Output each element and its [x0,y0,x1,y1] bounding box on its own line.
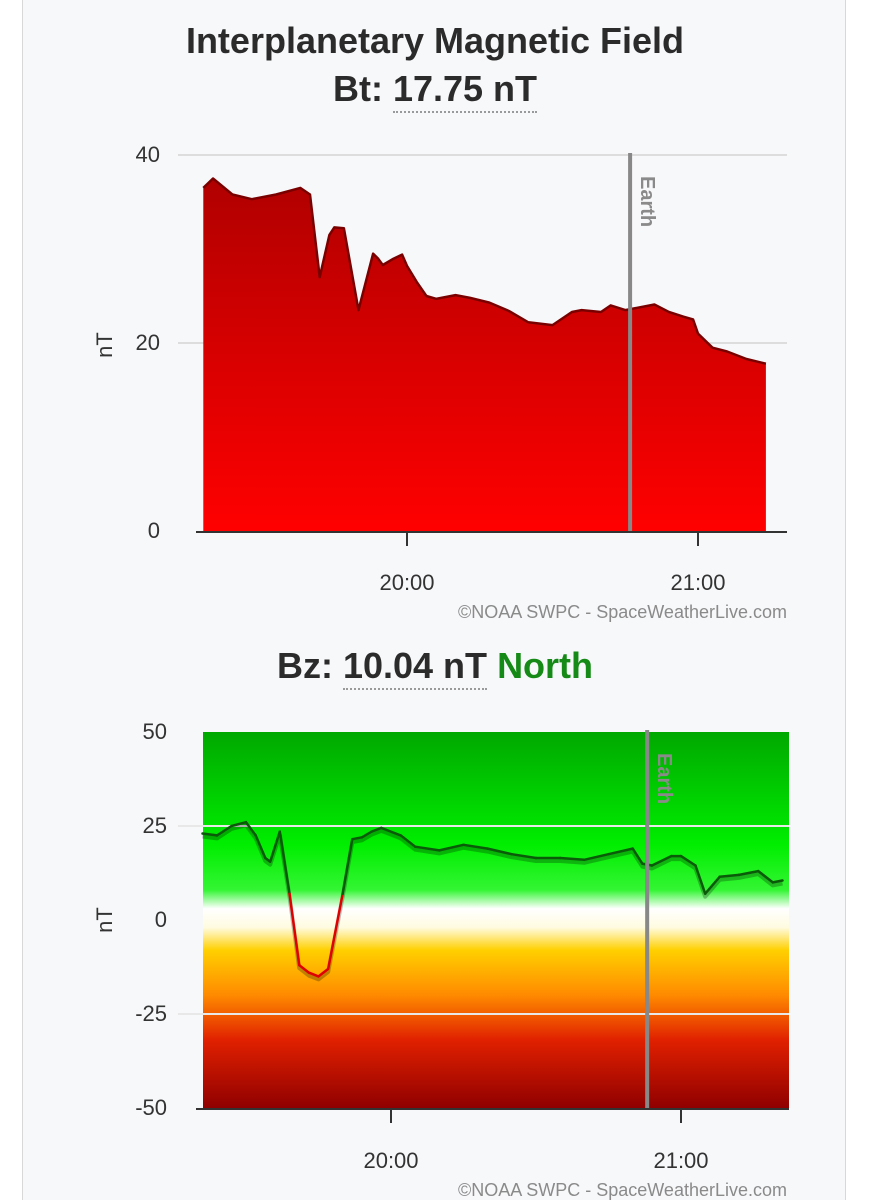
bt-label: Bt: [332,68,383,109]
bz-line-segment [757,869,775,884]
bz-y-axis-label: nT [92,907,117,933]
bz-line-segment [679,854,697,867]
bt-x-tick-label: 20:00 [379,570,434,595]
bz-line-segment [650,854,673,867]
bz-line-segment [360,830,373,839]
bz-line-segment [737,869,760,877]
bt-line [202,177,767,365]
bz-line-segment [201,832,219,837]
bz-line-segment [254,834,267,860]
bz-y-tick-label: 50 [143,719,167,744]
bt-x-tick-label: 21:00 [670,570,725,595]
page-title: Interplanetary Magnetic Field [185,20,685,61]
bz-value[interactable]: 10.04 nT [342,645,488,690]
bt-chart: 0 20 40 20:00 21:00 Earth nT ©NOAA SWPC - Spa… [92,142,787,622]
bt-y-tick-label: 40 [136,142,160,167]
bz-line-segment [462,843,489,850]
bz-line-segment [771,879,784,884]
bz-x-tick-label: 21:00 [653,1148,708,1173]
bz-line-segment [607,847,634,856]
bz-line-segment [230,820,248,828]
bz-readout: Bz: 10.04 nT North [0,645,870,690]
bz-x-tick-label: 20:00 [363,1148,418,1173]
bz-line-segment [694,864,707,895]
bz-y-tick-label: 25 [143,813,167,838]
bz-line-segment [326,892,344,971]
bt-y-axis-label: nT [92,332,117,358]
bz-line-segment [244,820,257,837]
bz-y-tick-label: -50 [135,1095,167,1120]
bz-line-segment [510,852,538,860]
bt-value[interactable]: 17.75 nT [392,68,538,113]
bz-line-segment [486,847,514,856]
bz-line-segment [558,856,586,862]
bz-line-segment [307,971,320,978]
bz-line-segment [268,830,282,863]
bz-y-tick-label: 0 [155,907,167,932]
bz-line-segment [703,875,721,895]
bz-line-segment [278,830,291,895]
bz-line-segment [215,824,233,837]
bz-line-segment [288,892,301,967]
bz-line-segment [718,873,741,879]
bz-line-segment [297,963,311,974]
bz-line-segment [351,836,364,841]
bt-area [203,178,766,531]
bt-readout: Bt: 17.75 nT [0,68,870,113]
bz-line-segment [317,967,330,978]
bz-background [203,732,789,1108]
bz-line-segment [413,845,441,852]
bz-direction: North [497,645,594,686]
bt-y-tick-label: 0 [148,518,160,543]
bz-line-segment [583,852,610,862]
bz-line-segment [399,834,417,848]
bz-credit: ©NOAA SWPC - SpaceWeatherLive.com [458,1180,787,1200]
bt-credit: ©NOAA SWPC - SpaceWeatherLive.com [458,602,787,622]
bt-earth-label: Earth [636,176,658,227]
bz-line-segment [341,837,354,895]
bz-line-segment [631,847,644,865]
bz-line-segment [438,843,465,852]
bz-label: Bz: [276,645,333,686]
bz-earth-label: Earth [653,753,675,804]
bz-line-segment [370,826,383,833]
bz-line-segment [380,826,402,837]
bt-y-tick-label: 20 [136,330,160,355]
bz-y-tick-label: -25 [135,1001,167,1026]
